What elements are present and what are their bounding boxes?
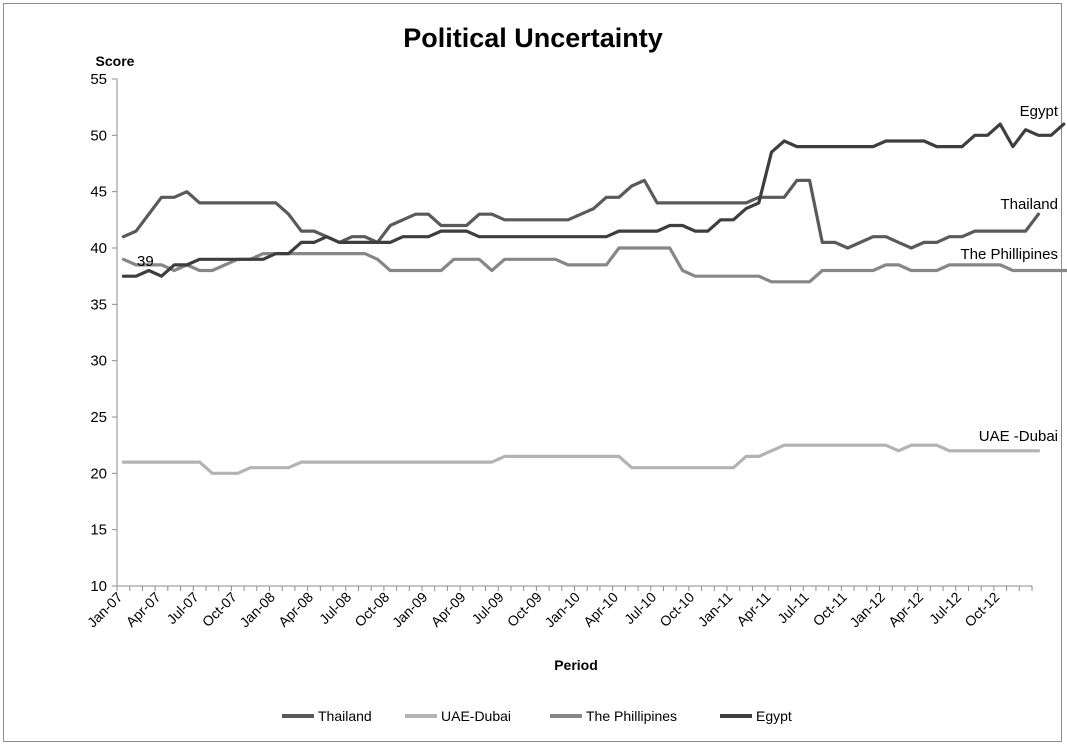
y-axis: 10 15 20 25 30 35 40 45 50 55: [90, 71, 118, 595]
legend-label-egypt: Egypt: [756, 708, 792, 724]
legend-label-uae-dubai: UAE-Dubai: [441, 708, 511, 724]
y-tick-label: 55: [90, 71, 107, 88]
x-tick-label: Jan-11: [695, 589, 736, 630]
x-tick-label: Jul-12: [926, 589, 964, 627]
x-tick-label: Jan-08: [236, 589, 278, 631]
x-tick-label: Apr-09: [428, 589, 469, 630]
x-tick-label: Jul-07: [163, 589, 201, 627]
x-tick-label: Oct-11: [810, 589, 850, 629]
annotation-thailand: Thailand: [1000, 196, 1058, 213]
x-tick-label: Jul-09: [468, 589, 506, 627]
x-tick-label: Oct-12: [961, 589, 1002, 630]
x-tick-label: Jul-08: [316, 589, 354, 627]
annotation-egypt: Egypt: [1020, 103, 1059, 120]
y-tick-label: 10: [90, 578, 107, 595]
y-tick-label: 25: [90, 409, 107, 426]
legend: Thailand UAE-Dubai The Phillipines Egypt: [282, 708, 792, 724]
y-tick-label: 45: [90, 184, 107, 201]
x-tick-label: Apr-07: [123, 589, 164, 630]
x-tick-label: Oct-07: [199, 589, 240, 630]
series-line-thailand: [121, 178, 1041, 250]
x-tick-label: Jul-10: [621, 589, 659, 627]
annotation-phillipines-start: 39: [137, 253, 154, 270]
y-tick-label: 50: [90, 127, 107, 144]
legend-label-thailand: Thailand: [318, 708, 372, 724]
x-tick-label: Apr-12: [885, 589, 926, 630]
series-lines: [121, 122, 1067, 475]
series-line-the-phillipines: [121, 246, 1067, 284]
annotation-phillipines: The Phillipines: [960, 246, 1058, 263]
annotation-uae-dubai: UAE -Dubai: [979, 428, 1058, 445]
x-tick-label: Apr-10: [580, 589, 621, 630]
x-tick-label: Oct-08: [351, 589, 392, 630]
x-axis-title: Period: [554, 657, 598, 673]
x-tick-label: Jul-11: [774, 589, 812, 627]
y-tick-label: 20: [90, 465, 107, 482]
x-tick-label: Oct-09: [504, 589, 545, 630]
x-tick-label: Apr-11: [733, 589, 773, 629]
legend-label-phillipines: The Phillipines: [586, 708, 677, 724]
chart-title: Political Uncertainty: [403, 23, 663, 53]
x-tick-label: Jan-09: [389, 589, 431, 631]
y-tick-label: 40: [90, 240, 107, 257]
y-axis-title: Score: [96, 53, 135, 69]
x-tick-label: Jan-10: [541, 589, 583, 631]
chart-frame: [3, 3, 1062, 742]
series-line-egypt: [121, 122, 1066, 278]
y-tick-label: 30: [90, 353, 107, 370]
series-line-uae-dubai: [121, 443, 1041, 475]
y-tick-label: 15: [90, 522, 107, 539]
x-tick-label: Oct-10: [656, 589, 697, 630]
x-tick-label: Jan-12: [846, 589, 888, 631]
x-tick-label: Apr-08: [275, 589, 316, 630]
y-tick-label: 35: [90, 296, 107, 313]
